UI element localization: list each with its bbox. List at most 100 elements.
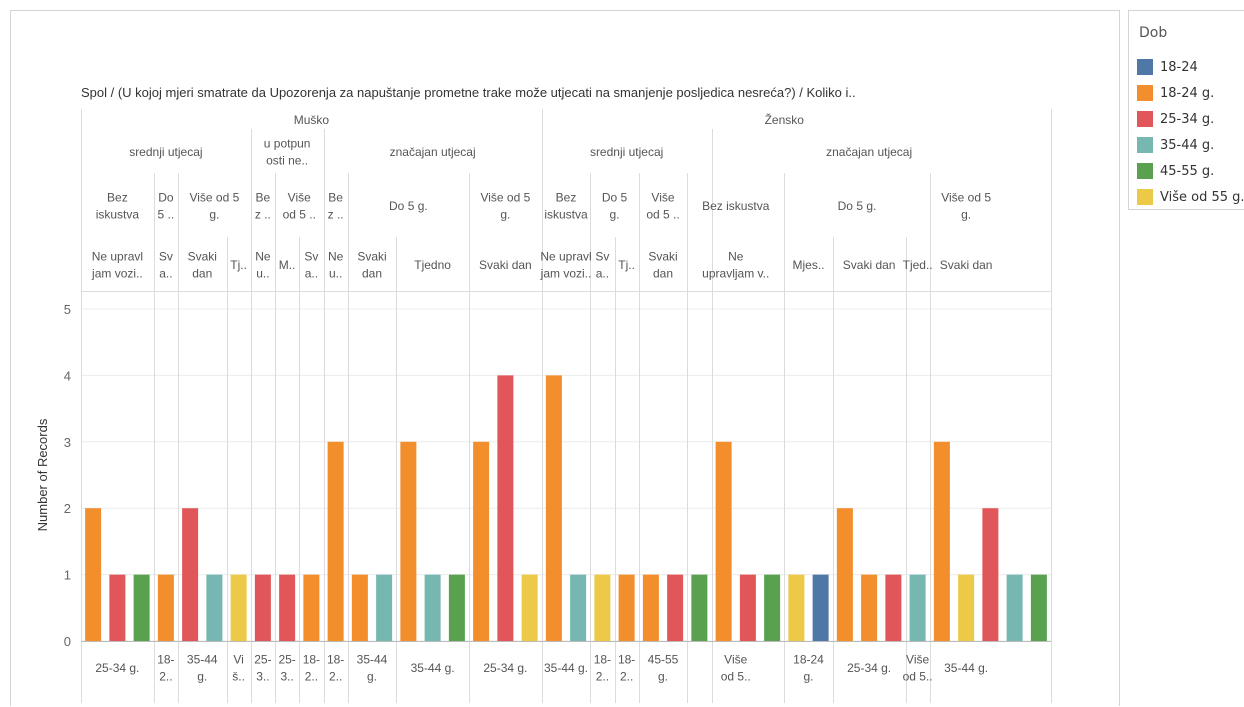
experience-header-label: od 5 ..	[646, 208, 679, 222]
legend-item[interactable]: 18-24 g.	[1137, 83, 1214, 103]
age-bottom-label: 2..	[329, 670, 342, 684]
bar	[812, 574, 829, 641]
bar	[1006, 574, 1023, 641]
frequency-header-label: Mjes..	[792, 258, 824, 272]
frequency-header-label: a..	[159, 267, 172, 281]
bar	[254, 574, 271, 641]
age-bottom-label: od 5..	[903, 670, 933, 684]
frequency-header-label: Sv	[595, 250, 609, 264]
bar	[157, 574, 174, 641]
bar	[521, 574, 538, 641]
age-bottom-label: Više	[906, 653, 929, 667]
impact-header-label: srednji utjecaj	[590, 145, 663, 159]
bar	[448, 574, 465, 641]
age-bottom-label: 25-34 g.	[847, 661, 891, 675]
experience-header-label: Više od 5	[189, 191, 239, 205]
age-bottom-label: od 5..	[721, 670, 751, 684]
age-bottom-label: 25-	[254, 653, 271, 667]
experience-header-label: Bez iskustva	[702, 199, 770, 213]
experience-header-label: z ..	[328, 208, 344, 222]
gender-header-label: Žensko	[765, 112, 805, 127]
bar	[230, 574, 247, 641]
bar	[691, 574, 708, 641]
legend-swatch	[1137, 85, 1153, 101]
age-bottom-label: g.	[197, 670, 207, 684]
age-bottom-label: 18-	[303, 653, 320, 667]
age-bottom-label: 35-44 g.	[944, 661, 988, 675]
bar	[861, 574, 878, 641]
experience-header-label: Više	[288, 191, 311, 205]
experience-header-label: Bez	[556, 191, 577, 205]
age-bottom-label: 25-34 g.	[483, 661, 527, 675]
bar	[473, 441, 490, 641]
frequency-header-label: Svaki dan	[843, 258, 896, 272]
age-bottom-label: Vi	[233, 653, 243, 667]
experience-header-label: Više	[651, 191, 674, 205]
y-tick-label: 2	[64, 501, 71, 516]
impact-header-label: srednji utjecaj	[129, 145, 202, 159]
bar	[909, 574, 926, 641]
age-bottom-label: 35-44	[357, 653, 388, 667]
age-bottom-label: 3..	[280, 670, 293, 684]
frequency-header-label: jam vozi..	[540, 267, 592, 281]
experience-header-label: g.	[961, 208, 971, 222]
frequency-header-label: Ne	[255, 250, 271, 264]
legend-item[interactable]: 35-44 g.	[1137, 135, 1214, 155]
frequency-header-label: Svaki dan	[940, 258, 993, 272]
legend-swatch	[1137, 189, 1153, 205]
bar	[618, 574, 635, 641]
experience-header-label: Bez	[107, 191, 128, 205]
legend-swatch	[1137, 163, 1153, 179]
frequency-header-label: M..	[279, 258, 296, 272]
bar	[376, 574, 393, 641]
experience-header-label: Be	[256, 191, 271, 205]
legend-label: 18-24	[1160, 59, 1198, 75]
legend-label: Više od 55 g.	[1160, 189, 1244, 205]
age-bottom-label: 18-	[157, 653, 174, 667]
age-bottom-label: g.	[367, 670, 377, 684]
experience-header-label: iskustva	[96, 208, 140, 222]
impact-header-label: u potpun	[264, 137, 311, 151]
y-axis-label: Number of Records	[35, 418, 50, 531]
legend-swatch	[1137, 59, 1153, 75]
bar	[133, 574, 150, 641]
frequency-header-label: a..	[596, 267, 609, 281]
frequency-header-label: Sv	[159, 250, 173, 264]
legend-item[interactable]: Više od 55 g.	[1137, 187, 1244, 207]
legend-label: 18-24 g.	[1160, 85, 1215, 101]
experience-header-label: g.	[209, 208, 219, 222]
experience-header-label: g.	[609, 208, 619, 222]
bar	[739, 574, 756, 641]
frequency-header-label: Tj..	[618, 258, 635, 272]
age-bottom-label: 25-34 g.	[95, 661, 139, 675]
experience-header-label: Do	[158, 191, 174, 205]
age-bottom-label: 35-44	[187, 653, 218, 667]
bar	[764, 574, 781, 641]
age-bottom-label: 18-	[618, 653, 635, 667]
experience-header-label: Do 5 g.	[838, 199, 877, 213]
age-bottom-label: 2..	[620, 670, 633, 684]
legend-item[interactable]: 45-55 g.	[1137, 161, 1214, 181]
age-bottom-label: 2..	[305, 670, 318, 684]
frequency-header-label: dan	[192, 267, 212, 281]
experience-header-label: iskustva	[544, 208, 588, 222]
frequency-header-label: upravljam v..	[702, 267, 769, 281]
bar	[206, 574, 223, 641]
bar	[982, 508, 999, 641]
frequency-header-label: u..	[329, 267, 342, 281]
legend-item[interactable]: 18-24	[1137, 57, 1198, 77]
legend-panel: Dob 18-24 18-24 g. 25-34 g. 35-44 g. 45-…	[1128, 10, 1244, 210]
age-bottom-label: g.	[803, 670, 813, 684]
age-bottom-label: Više	[724, 653, 747, 667]
bar	[109, 574, 126, 641]
legend-item[interactable]: 25-34 g.	[1137, 109, 1214, 129]
age-bottom-label: 35-44 g.	[411, 661, 455, 675]
legend-swatch	[1137, 137, 1153, 153]
frequency-header-label: Ne	[328, 250, 344, 264]
bar	[351, 574, 368, 641]
legend-swatch	[1137, 111, 1153, 127]
y-tick-label: 3	[64, 435, 71, 450]
bar	[182, 508, 199, 641]
age-bottom-label: 18-	[327, 653, 344, 667]
chart-container: Spol / (U kojoj mjeri smatrate da Upozor…	[10, 10, 1120, 706]
